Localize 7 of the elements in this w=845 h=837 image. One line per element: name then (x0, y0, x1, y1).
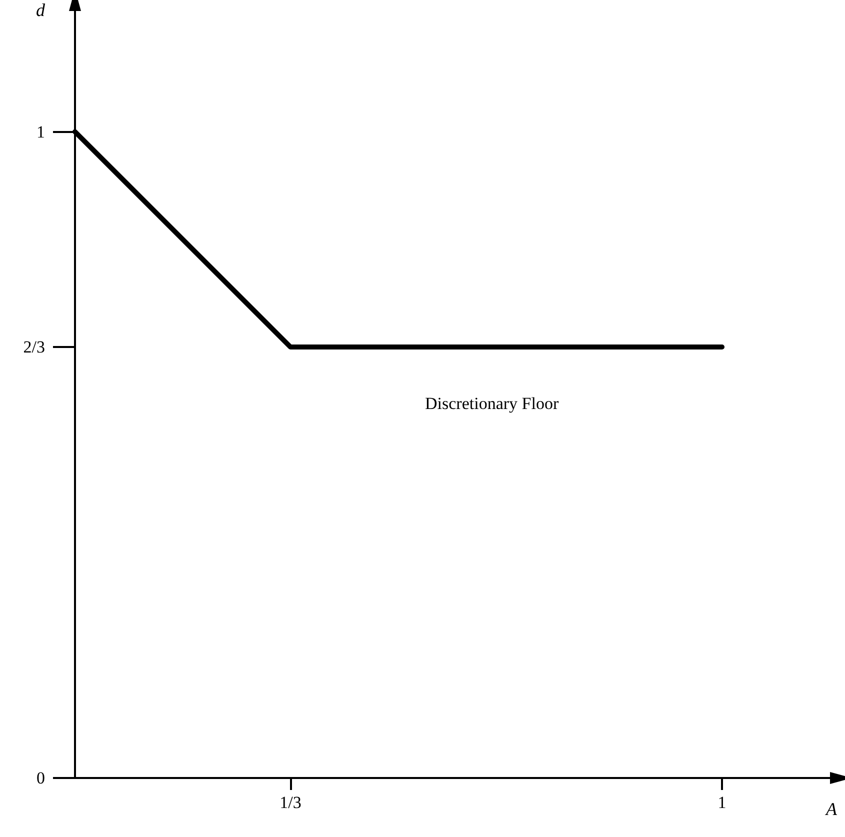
x-tick-label: 1/3 (280, 793, 302, 812)
y-tick-label: 2/3 (23, 337, 45, 356)
x-axis-title: A (825, 799, 838, 819)
y-tick-label: 1 (36, 122, 45, 142)
y-axis-title: d (36, 0, 46, 20)
y-tick-label: 0 (36, 768, 45, 788)
annotation: Discretionary Floor (425, 394, 559, 413)
